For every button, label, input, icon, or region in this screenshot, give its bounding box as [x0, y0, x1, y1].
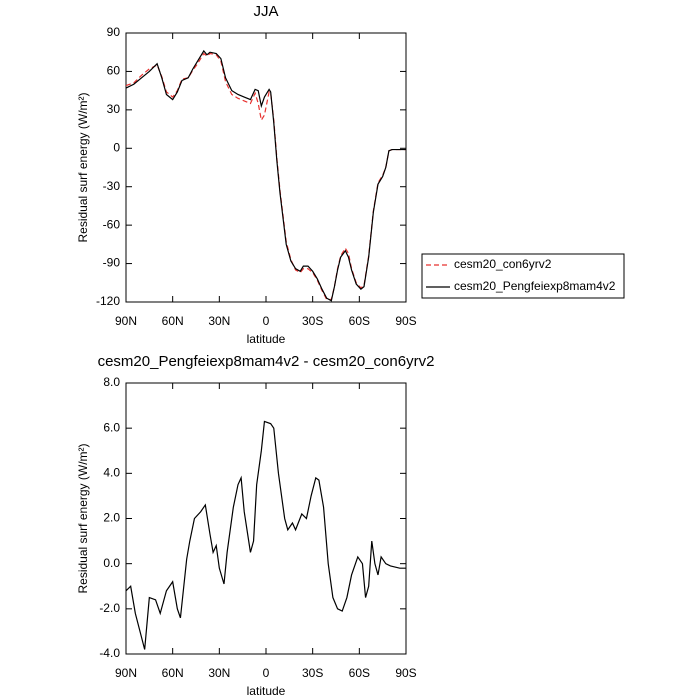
x-axis-label: latitude — [247, 332, 286, 346]
x-tick-label: 30N — [208, 314, 230, 328]
x-tick-label: 90S — [395, 666, 416, 680]
y-tick-label: 6.0 — [103, 420, 120, 434]
plot-frame — [125, 382, 407, 655]
x-tick-label: 60S — [349, 666, 370, 680]
y-tick-label: -30 — [103, 179, 121, 193]
data-line — [125, 420, 406, 650]
x-tick-label: 0 — [263, 666, 270, 680]
x-tick-label: 30N — [208, 666, 230, 680]
legend-box — [421, 253, 625, 299]
x-axis-label: latitude — [247, 684, 286, 698]
legend-label: cesm20_Pengfeiexp8mam4v2 — [454, 279, 616, 293]
y-tick-label: -2.0 — [99, 601, 120, 615]
y-tick-label: 4.0 — [103, 466, 120, 480]
x-tick-label: 30S — [302, 314, 323, 328]
legend-label: cesm20_con6yrv2 — [454, 257, 552, 271]
y-tick-label: 8.0 — [103, 375, 120, 389]
x-tick-label: 60N — [162, 314, 184, 328]
chart-title: cesm20_Pengfeiexp8mam4v2 - cesm20_con6yr… — [98, 353, 435, 370]
data-line — [125, 52, 406, 301]
x-tick-label: 60S — [349, 314, 370, 328]
y-axis-label: Residual surf energy (W/m²) — [76, 443, 90, 593]
y-tick-label: 2.0 — [103, 511, 120, 525]
x-tick-label: 30S — [302, 666, 323, 680]
y-tick-label: -4.0 — [99, 646, 120, 660]
x-tick-label: 90N — [115, 666, 137, 680]
x-tick-label: 90N — [115, 314, 137, 328]
y-tick-label: -60 — [103, 217, 121, 231]
x-tick-label: 60N — [162, 666, 184, 680]
x-tick-label: 0 — [263, 314, 270, 328]
chart-title: JJA — [253, 3, 278, 20]
plot-frame — [125, 32, 407, 303]
y-tick-label: 90 — [107, 25, 121, 39]
y-tick-label: -90 — [103, 256, 121, 270]
y-tick-label: 30 — [107, 102, 121, 116]
y-axis-label: Residual surf energy (W/m²) — [76, 92, 90, 242]
data-line — [125, 49, 406, 302]
y-tick-label: -120 — [96, 294, 120, 308]
y-tick-label: 60 — [107, 64, 121, 78]
x-tick-label: 90S — [395, 314, 416, 328]
y-tick-label: 0.0 — [103, 556, 120, 570]
y-tick-label: 0 — [113, 140, 120, 154]
